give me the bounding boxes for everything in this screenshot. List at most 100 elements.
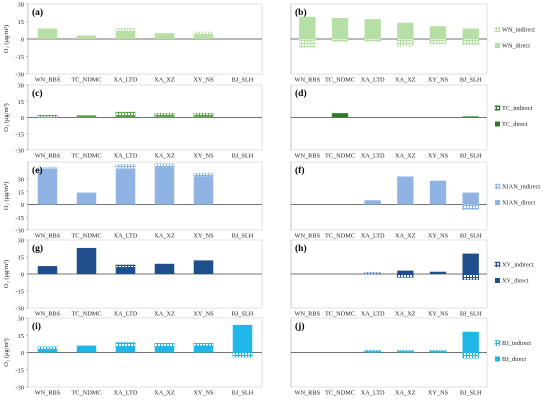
x-tick-label: XY_NS	[428, 390, 449, 397]
legend-label-indirect: XY_indirect	[502, 262, 534, 269]
direct-bar	[193, 345, 214, 353]
plot-frame	[27, 161, 263, 231]
legend-swatch-direct	[495, 43, 500, 48]
indirect-bar	[115, 111, 136, 116]
y-tick-label: 30	[18, 83, 25, 90]
direct-bar	[154, 263, 175, 274]
x-tick-label: XY_NS	[428, 311, 449, 318]
y-tick-label: 30	[18, 2, 25, 9]
direct-bar	[193, 176, 214, 205]
direct-bar	[76, 345, 97, 353]
y-tick-label: 15	[18, 189, 25, 196]
y-tick-label: 15	[18, 19, 25, 26]
indirect-bar	[429, 350, 447, 352]
legend-label-direct: BJ_direct	[502, 356, 526, 363]
direct-bar	[193, 34, 214, 39]
x-tick-label: XA_LTD	[114, 77, 138, 84]
indirect-bar	[154, 112, 175, 117]
indirect-bar	[396, 38, 414, 47]
x-tick-label: TC_NDMC	[325, 390, 355, 397]
x-tick-label: TC_NDMC	[71, 77, 101, 84]
direct-bar	[397, 270, 414, 274]
indirect-bar	[462, 273, 480, 280]
panel-j: WN_RBS TC_NDMC XA_LTD XA_XZ XY_NS BJ_SLH (j) BJ…	[290, 317, 531, 397]
direct-bar	[37, 28, 58, 39]
direct-bar	[462, 28, 479, 39]
direct-bar	[37, 168, 58, 205]
indirect-bar	[298, 38, 316, 48]
direct-bar	[232, 324, 253, 353]
x-tick-label: XA_XZ	[395, 311, 416, 318]
x-tick-label: BJ_SLH	[460, 390, 482, 397]
y-tick-label: -15	[15, 54, 24, 61]
indirect-bar	[193, 343, 214, 346]
legend-swatch-indirect	[494, 261, 501, 268]
panel-f: WN_RBS TC_NDMC XA_LTD XA_XZ XY_NS BJ_SLH (f) XI…	[290, 161, 540, 240]
x-tick-label: TC_NDMC	[325, 233, 355, 240]
panel-label: (h)	[295, 243, 307, 254]
x-tick-label: TC_NDMC	[71, 311, 101, 318]
y-axis-label: O₃ (μg/m³)	[3, 260, 10, 288]
indirect-bar	[429, 38, 447, 44]
direct-bar	[154, 346, 175, 353]
direct-bar	[364, 200, 381, 205]
x-tick-label: TC_NDMC	[71, 390, 101, 397]
x-tick-label: WN_RBS	[35, 77, 61, 84]
x-tick-label: BJ_SLH	[460, 153, 482, 160]
x-tick-label: BJ_SLH	[232, 233, 254, 240]
indirect-bar	[364, 272, 382, 275]
indirect-bar	[462, 352, 480, 359]
legend-swatch-indirect	[494, 340, 501, 346]
x-tick-label: XA_LTD	[114, 233, 138, 240]
y-tick-label: 30	[18, 177, 25, 184]
direct-bar	[76, 35, 97, 39]
panel-c: -30 -15 0 15 30 O₃ (μg/m³) WN_RBS TC_NDMC XA_LTD…	[3, 83, 263, 160]
x-tick-label: XY_NS	[193, 233, 214, 240]
legend-label-indirect: BJ_indirect	[502, 340, 531, 347]
indirect-bar	[331, 38, 349, 42]
x-tick-label: BJ_SLH	[460, 77, 482, 84]
x-tick-label: XA_XZ	[395, 153, 416, 160]
indirect-bar	[364, 38, 382, 42]
x-tick-label: TC_NDMC	[325, 153, 355, 160]
indirect-bar	[462, 38, 480, 46]
y-axis-label: O₃ (μg/m³)	[3, 338, 10, 366]
y-tick-label: -30	[15, 228, 24, 235]
direct-bar	[331, 18, 349, 39]
y-tick-label: 0	[21, 272, 24, 279]
direct-bar	[331, 113, 349, 118]
legend-swatch-indirect	[494, 26, 501, 33]
indirect-bar	[115, 164, 136, 170]
direct-bar	[429, 351, 447, 353]
x-tick-label: WN_RBS	[295, 311, 321, 318]
x-tick-label: XA_XZ	[154, 153, 175, 160]
indirect-bar	[396, 350, 414, 352]
y-tick-label: 15	[18, 99, 25, 106]
x-tick-label: XA_LTD	[361, 233, 385, 240]
x-tick-label: WN_RBS	[35, 233, 61, 240]
y-axis-label: O₃ (μg/m³)	[3, 103, 10, 131]
indirect-bar	[154, 343, 175, 347]
direct-bar	[154, 167, 175, 205]
indirect-bar	[193, 31, 214, 35]
direct-bar	[76, 115, 97, 118]
direct-bar	[76, 247, 97, 274]
panel-label: (a)	[32, 7, 43, 18]
panel-b: WN_RBS TC_NDMC XA_LTD XA_XZ XY_NS BJ_SLH (b) WN…	[290, 3, 535, 84]
panel-d: WN_RBS TC_NDMC XA_LTD XA_XZ XY_NS BJ_SLH (d) TC…	[290, 84, 533, 160]
direct-bar	[364, 351, 381, 353]
legend-swatch-direct	[495, 121, 500, 127]
direct-bar	[397, 22, 414, 39]
x-tick-label: WN_RBS	[35, 390, 61, 397]
direct-bar	[115, 168, 136, 205]
x-tick-label: XY_NS	[193, 390, 214, 397]
x-tick-label: WN_RBS	[295, 233, 321, 240]
x-tick-label: XA_LTD	[114, 153, 138, 160]
y-tick-label: -15	[15, 289, 24, 296]
y-axis-label: O₃ (μg/m³)	[3, 182, 10, 210]
panel-label: (c)	[32, 88, 43, 99]
panel-label: (b)	[295, 7, 307, 18]
direct-bar	[397, 176, 414, 205]
x-tick-label: XA_XZ	[395, 77, 416, 84]
y-tick-label: 0	[21, 115, 24, 122]
